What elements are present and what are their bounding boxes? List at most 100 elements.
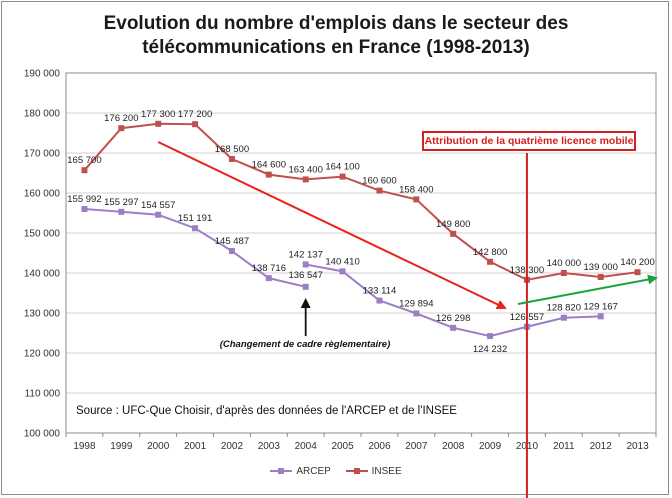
arcep-line-point [81,206,88,213]
legend-item-insee: INSEE [345,465,402,477]
x-tick-label: 2000 [147,441,170,452]
insee-line-point [228,156,235,162]
legend-swatch-arcep [270,468,293,474]
arcep-line-point [339,268,346,275]
insee-data-label: 140 200 [620,257,654,268]
legend-label-insee: INSEE [371,465,402,477]
y-tick-label: 140 000 [24,269,61,280]
y-tick-label: 100 000 [24,429,61,440]
insee-line-point [265,171,272,178]
x-tick-label: 2001 [184,441,207,452]
legend-swatch-insee [345,468,368,474]
x-tick-label: 2013 [626,441,649,452]
chart-title-line-2: télécommunications en France (1998-2013) [142,37,530,58]
arcep-line-point [487,333,494,340]
arcep-line-point [228,248,235,255]
arcep-data-label: 138 716 [252,263,286,274]
y-tick-label: 160 000 [24,189,61,200]
chart-title-line-1: Evolution du nombre d'emplois dans le se… [103,13,569,34]
insee-line-point [560,270,567,276]
insee-line-point [302,176,309,183]
insee-data-label: 165 700 [67,155,101,166]
arcep-line-point [118,208,125,215]
arcep-data-label: 136 547 [289,270,323,281]
y-tick-label: 180 000 [24,109,61,120]
y-tick-label: 120 000 [24,349,61,360]
insee-data-label: 160 600 [362,176,396,187]
arcep-line-point [155,211,162,218]
insee-line-point [192,121,199,128]
arcep-line-point [302,261,309,268]
arcep-data-label: 129 894 [399,298,433,309]
x-tick-label: 2003 [258,441,281,452]
insee-line-point [413,196,420,203]
arcep-data-label: 140 410 [325,256,359,267]
y-tick-label: 190 000 [24,69,61,80]
insee-line-point [339,173,346,180]
insee-line-point [118,125,125,132]
arcep-data-label: 145 487 [215,236,249,247]
insee-line-point [597,274,604,280]
arcep-line-point [376,297,383,304]
chart-title: Evolution du nombre d'emplois dans le se… [0,12,672,60]
x-tick-label: 2006 [368,441,391,452]
arcep-data-label: 142 137 [289,249,323,260]
arcep-line-point [192,225,199,232]
x-tick-label: 2005 [331,441,354,452]
x-tick-label: 1998 [73,441,96,452]
arcep-data-label: 151 191 [178,213,212,224]
arcep-data-label: 126 298 [436,313,470,324]
x-tick-label: 2002 [221,441,244,452]
arcep-data-label: 133 114 [363,286,397,297]
insee-line-point [450,230,457,237]
arcep-data-label: 155 992 [67,194,101,205]
arcep-line-point [265,275,272,282]
arcep-data-label: 128 820 [547,303,581,314]
source-note: Source : UFC-Que Choisir, d'après des do… [76,405,457,417]
insee-line-point [376,187,383,194]
insee-data-label: 177 200 [178,109,212,120]
insee-data-label: 164 600 [252,160,286,171]
x-tick-label: 2008 [442,441,465,452]
insee-data-label: 168 500 [215,144,249,155]
licence-annotation: Attribution de la quatrième licence mobi… [422,131,636,151]
upward-trend-arrow [517,274,658,305]
arcep-line-point [597,313,604,320]
x-tick-label: 1999 [110,441,133,452]
downward-trend-arrow [157,141,507,310]
regulation-change-note: (Changement de cadre règlementaire) [219,339,391,350]
x-tick-label: 2009 [479,441,502,452]
arcep-data-label: 154 557 [141,200,175,211]
insee-line-point [487,258,494,265]
x-tick-label: 2007 [405,441,428,452]
insee-data-label: 176 200 [104,113,138,124]
insee-data-label: 149 800 [436,219,470,230]
legend: ARCEP INSEE [0,464,672,477]
insee-line [83,122,638,281]
insee-data-label: 163 400 [289,164,323,175]
arcep-line-point [560,314,567,321]
insee-data-label: 177 300 [141,109,175,120]
insee-data-label: 142 800 [473,247,507,258]
insee-data-label: 158 400 [399,184,433,195]
arcep-line-point [302,283,309,290]
x-tick-label: 2012 [590,441,613,452]
y-tick-label: 110 000 [25,389,61,400]
arcep-data-label: 124 232 [473,344,507,355]
arcep-line-point [413,310,420,317]
y-tick-label: 130 000 [24,309,61,320]
insee-data-label: 164 100 [325,162,359,173]
insee-line-point [634,269,641,276]
legend-item-arcep: ARCEP [270,466,331,477]
plot-area [65,72,657,434]
arcep-data-label: 155 297 [104,197,138,208]
insee-line-point [81,167,88,174]
x-tick-label: 2011 [553,441,575,452]
insee-data-label: 140 000 [547,258,581,269]
insee-data-label: 139 000 [584,262,618,273]
x-tick-label: 2004 [295,441,318,452]
arcep-data-label: 129 167 [584,301,618,312]
arcep-line-point [450,324,457,331]
